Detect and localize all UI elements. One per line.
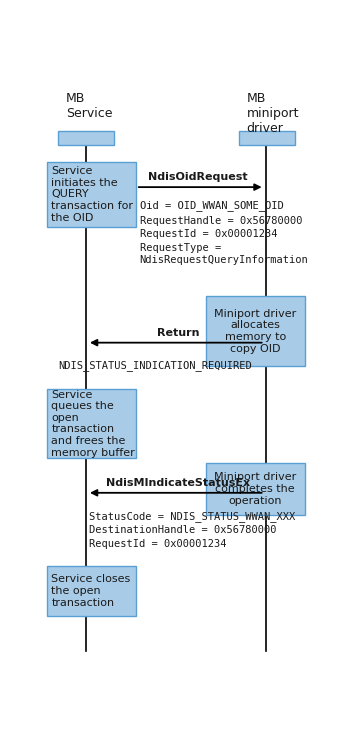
Text: Return: Return [157, 328, 200, 338]
Text: Miniport driver
completes the
operation: Miniport driver completes the operation [214, 472, 296, 506]
FancyBboxPatch shape [47, 162, 136, 227]
FancyBboxPatch shape [47, 389, 136, 458]
FancyBboxPatch shape [47, 566, 136, 616]
FancyBboxPatch shape [205, 463, 305, 515]
FancyBboxPatch shape [205, 297, 305, 366]
Text: NdisMIndicateStatusEx: NdisMIndicateStatusEx [106, 478, 251, 489]
Text: Service closes
the open
transaction: Service closes the open transaction [51, 574, 131, 607]
Text: StatusCode = NDIS_STATUS_WWAN_XXX: StatusCode = NDIS_STATUS_WWAN_XXX [90, 511, 296, 523]
Text: Service
initiates the
QUERY
transaction for
the OID: Service initiates the QUERY transaction … [51, 166, 133, 223]
Text: RequestId = 0x00001234: RequestId = 0x00001234 [90, 539, 227, 549]
Text: RequestHandle = 0x56780000: RequestHandle = 0x56780000 [140, 215, 302, 226]
Text: RequestId = 0x00001234: RequestId = 0x00001234 [140, 230, 277, 239]
Text: Service
queues the
open
transaction
and frees the
memory buffer: Service queues the open transaction and … [51, 390, 135, 458]
Text: NdisOidRequest: NdisOidRequest [148, 173, 248, 182]
Text: RequestType =
NdisRequestQueryInformation: RequestType = NdisRequestQueryInformatio… [140, 244, 308, 265]
Text: MB
Service: MB Service [66, 92, 113, 120]
FancyBboxPatch shape [239, 131, 295, 145]
Text: DestinationHandle = 0x56780000: DestinationHandle = 0x56780000 [90, 525, 277, 535]
Text: Oid = OID_WWAN_SOME_OID: Oid = OID_WWAN_SOME_OID [140, 200, 284, 211]
FancyBboxPatch shape [58, 131, 114, 145]
Text: Miniport driver
allocates
memory to
copy OID: Miniport driver allocates memory to copy… [214, 308, 296, 354]
Text: NDIS_STATUS_INDICATION_REQUIRED: NDIS_STATUS_INDICATION_REQUIRED [58, 360, 252, 371]
Text: MB
miniport
driver: MB miniport driver [247, 92, 299, 135]
